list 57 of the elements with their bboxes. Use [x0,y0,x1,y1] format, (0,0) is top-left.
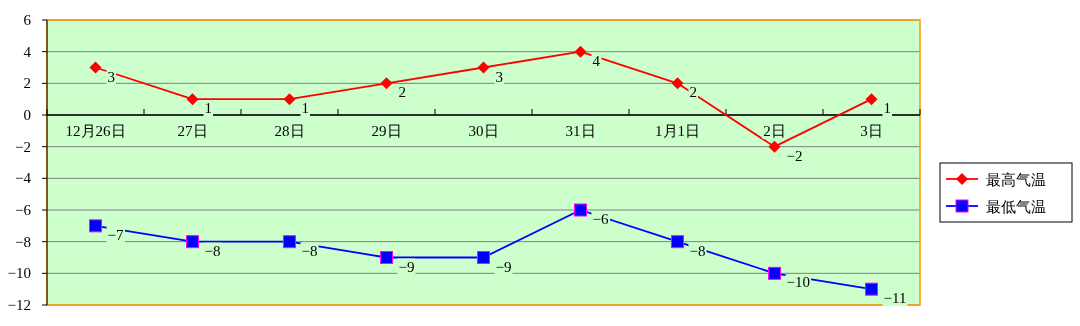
y-tick-label: −8 [15,233,31,250]
x-tick-label: 31日 [565,123,596,139]
point [186,93,199,106]
point [283,235,296,249]
data-label: 2 [398,84,406,101]
y-tick-label: 2 [23,75,31,92]
data-label: −9 [495,258,512,275]
data-label: −8 [301,242,318,259]
y-tick-label: −2 [15,138,31,155]
point [283,93,296,106]
data-label: 3 [107,68,115,85]
point [380,251,393,264]
point [768,140,781,153]
point [89,61,102,74]
data-label: 1 [883,100,891,117]
data-label: −8 [689,242,706,259]
x-tick-label: 2日 [763,123,786,139]
data-label: 2 [689,84,697,101]
point [865,282,878,296]
y-tick-label: 0 [23,107,31,123]
x-tick-label: 28日 [274,123,305,139]
data-label: −11 [883,290,907,307]
data-label: −6 [592,211,609,227]
point [477,251,490,264]
point [574,45,587,58]
point [89,219,102,233]
y-tick-label: −6 [15,202,32,218]
legend-label: 最低气温 [986,199,1046,215]
y-tick-label: 6 [23,12,32,28]
data-label: 1 [301,100,309,117]
y-tick-label: −4 [15,170,32,187]
point [671,77,684,90]
point [671,235,684,249]
data-label: −9 [398,258,415,275]
y-tick-label: 4 [23,43,32,60]
data-label: −2 [786,147,803,164]
point [865,93,878,106]
legend-label: 最高气温 [986,172,1046,188]
x-tick-label: 30日 [468,123,499,139]
point [574,203,587,217]
data-label: −10 [786,274,810,291]
y-tick-label: −10 [7,265,31,282]
point [477,61,490,74]
data-label: −7 [107,226,124,243]
data-label: 1 [204,100,212,117]
data-label: 4 [592,52,601,69]
x-tick-label: 1月1日 [655,123,700,139]
y-tick-label: −12 [7,297,31,313]
x-tick-label: 3日 [860,123,883,139]
data-label: −8 [204,242,221,259]
data-label: 3 [495,68,503,85]
point [186,235,199,249]
x-tick-label: 12月26日 [65,123,126,139]
x-tick-label: 29日 [371,123,402,139]
point [380,77,393,90]
point [768,266,781,280]
x-tick-label: 27日 [177,123,208,139]
